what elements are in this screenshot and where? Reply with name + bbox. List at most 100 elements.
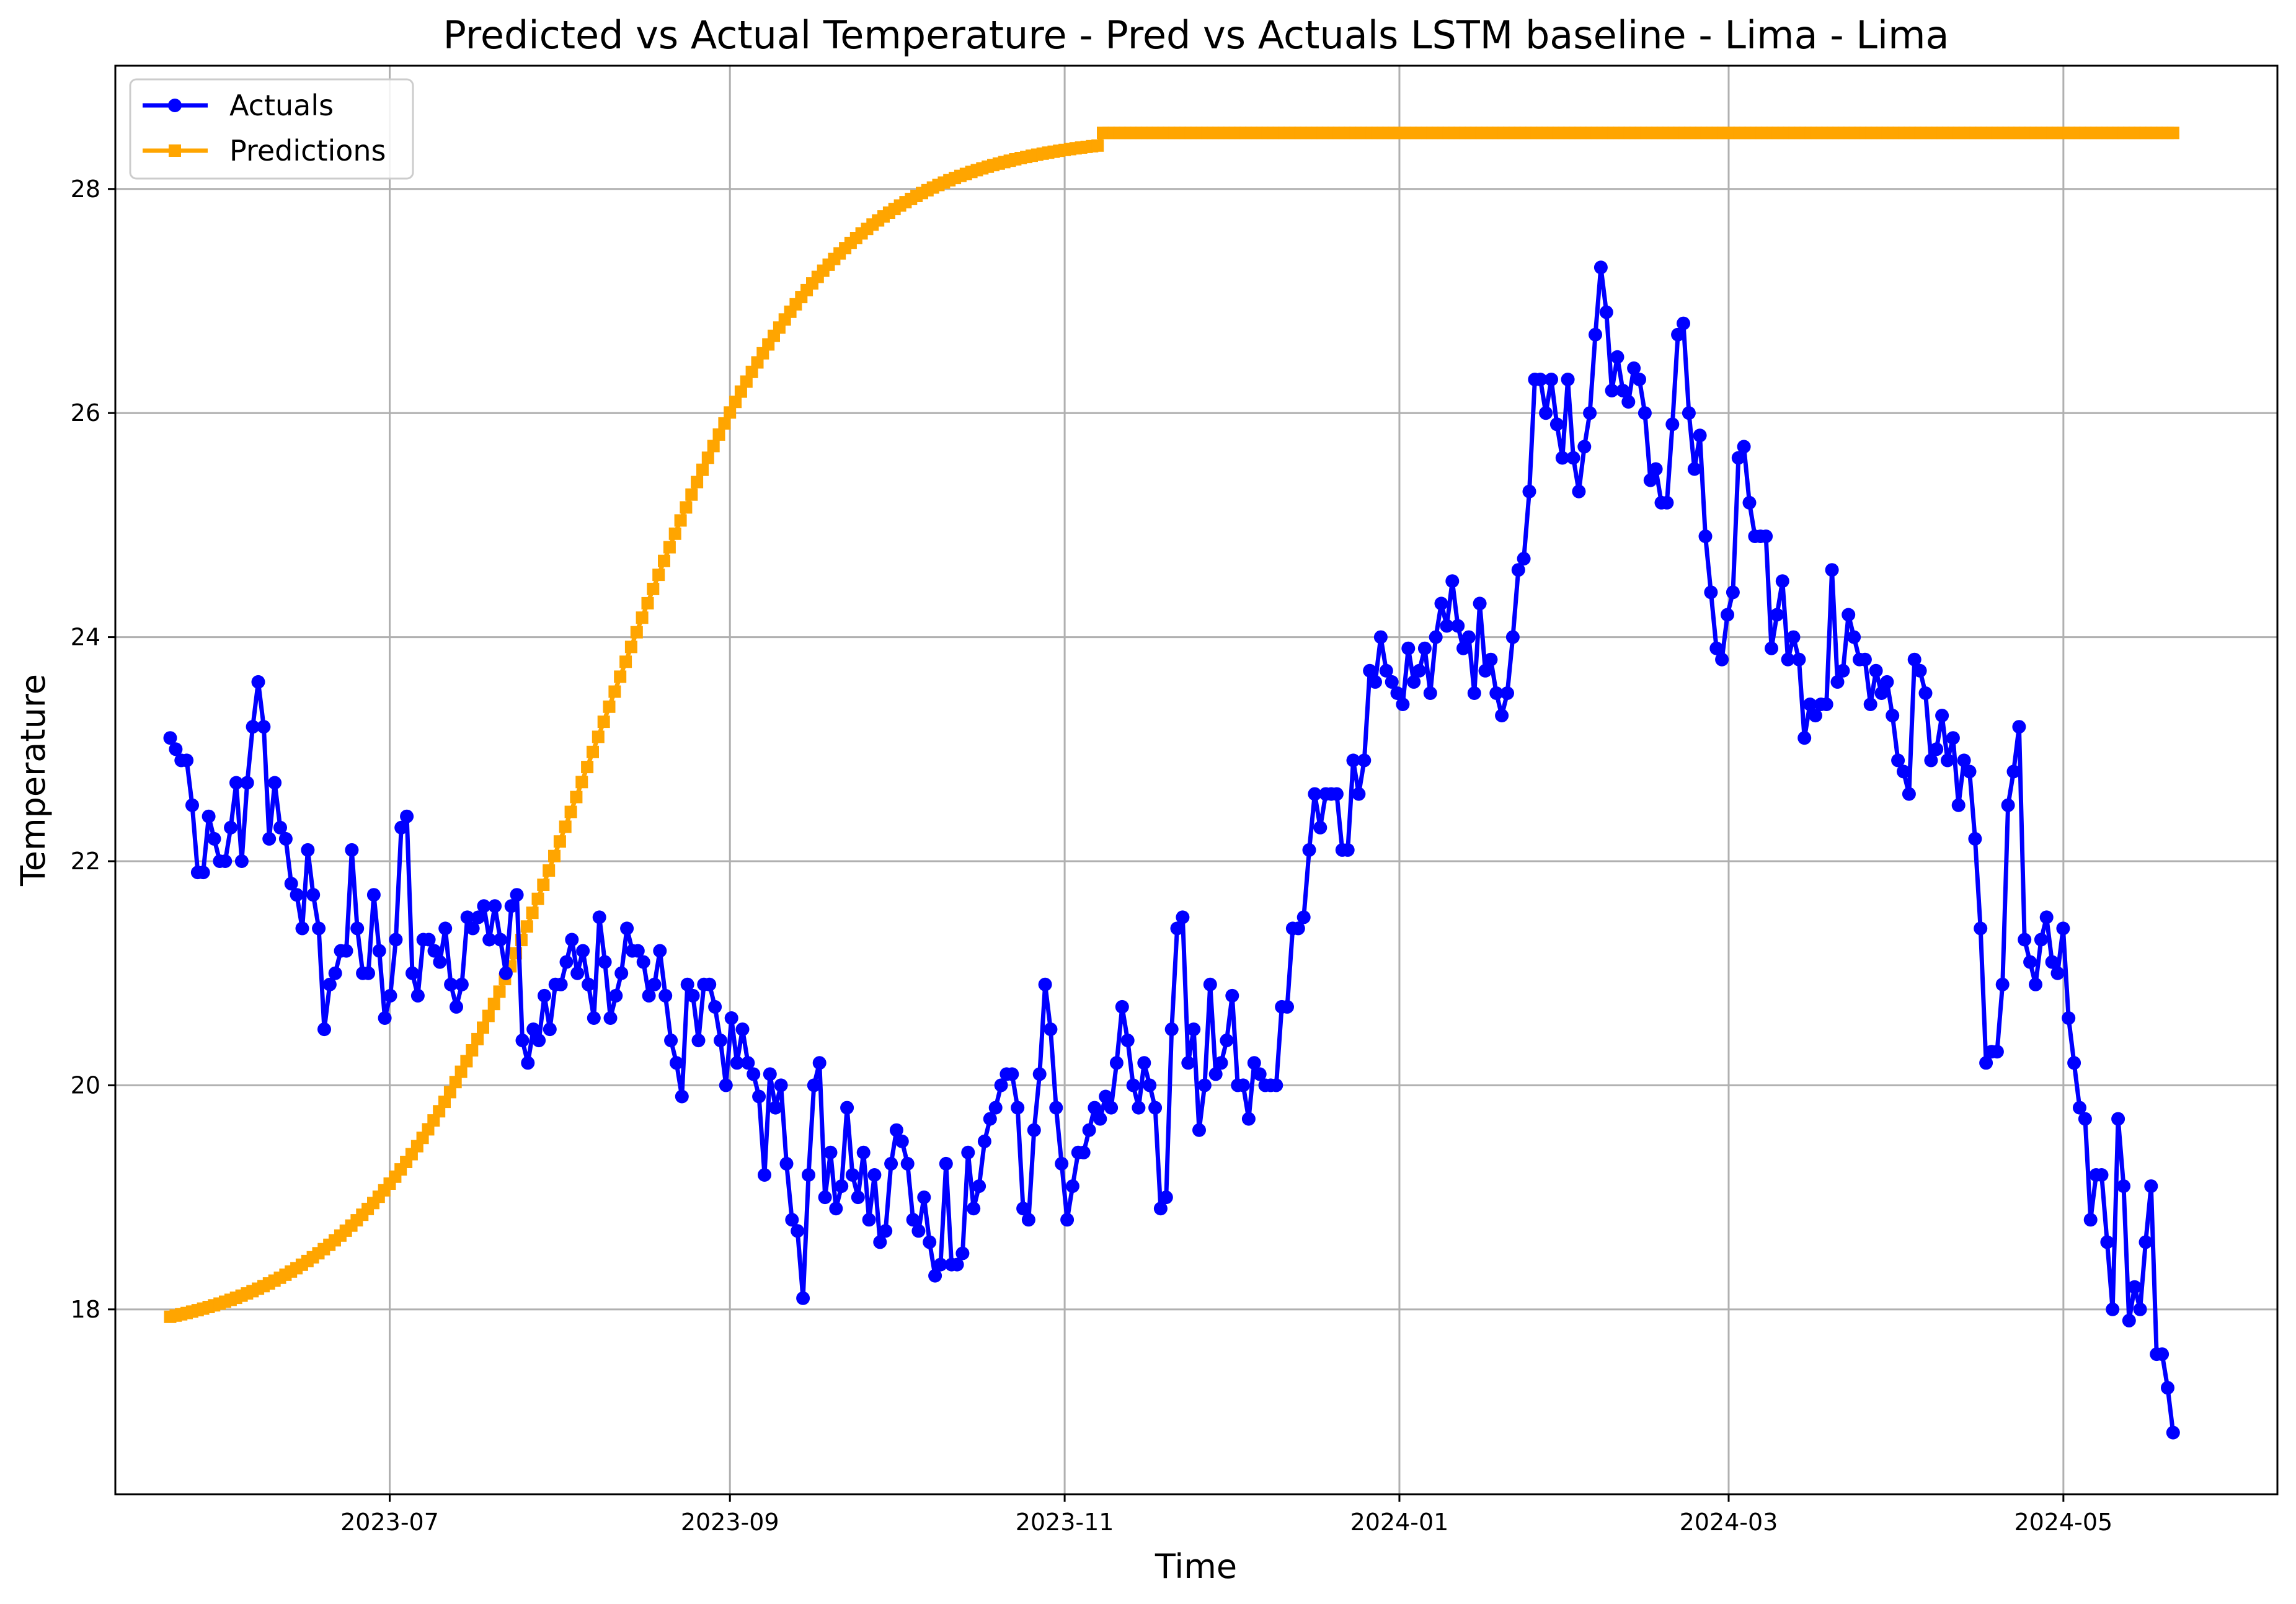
actual-point — [284, 877, 298, 891]
actual-point — [2018, 933, 2032, 947]
actual-point — [1027, 1123, 1041, 1137]
actual-point — [631, 944, 645, 958]
actual-point — [1390, 686, 1404, 700]
actual-point — [1120, 1034, 1135, 1048]
actual-point — [322, 977, 337, 991]
actual-point — [471, 910, 485, 924]
actual-point — [306, 888, 321, 902]
x-axis: 2023-07 2023-09 2023-11 2024-01 2024-03 2024-… — [340, 1494, 2112, 1536]
actual-point — [1633, 373, 1646, 386]
actual-point — [603, 1011, 618, 1025]
actual-point — [741, 1056, 755, 1070]
prediction-point — [658, 554, 670, 567]
actual-point — [422, 933, 436, 947]
actual-point — [339, 944, 353, 958]
actual-point — [2083, 1213, 2098, 1227]
actual-point — [1473, 596, 1487, 611]
x-tick-label: 2024-05 — [2014, 1509, 2112, 1536]
actual-point — [1863, 698, 1877, 711]
actual-point — [884, 1156, 898, 1171]
prediction-point — [1091, 139, 1104, 152]
prediction-point — [487, 998, 500, 1011]
actual-point — [1549, 417, 1564, 432]
actual-point — [2039, 910, 2054, 924]
actual-point — [499, 966, 513, 980]
actual-point — [1143, 1078, 1157, 1092]
actual-point — [1164, 1022, 1179, 1037]
actual-point — [2139, 1235, 2153, 1249]
actual-point — [1461, 630, 1476, 644]
actual-point — [1495, 709, 1509, 723]
actual-point — [1192, 1123, 1206, 1137]
actual-point — [1930, 742, 1944, 756]
actual-point — [1759, 529, 1773, 543]
actual-point — [559, 955, 574, 969]
actual-point — [1197, 1078, 1212, 1092]
actual-point — [1974, 921, 1988, 936]
actual-point — [1104, 1101, 1119, 1115]
actual-point — [900, 1156, 915, 1171]
actual-point — [273, 820, 287, 835]
actual-point — [1440, 619, 1454, 633]
actual-point — [257, 720, 271, 734]
actual-point — [1236, 1078, 1250, 1092]
actual-point — [653, 944, 667, 958]
actual-point — [1291, 921, 1305, 936]
prediction-point — [668, 527, 681, 540]
actual-point — [592, 910, 606, 924]
actual-point — [967, 1202, 981, 1216]
actual-point — [724, 1011, 738, 1025]
actual-point — [2100, 1235, 2114, 1249]
actual-point — [1704, 585, 1718, 600]
actual-point — [202, 809, 216, 823]
actual-point — [1665, 417, 1680, 432]
prediction-point — [526, 906, 539, 919]
actual-point — [703, 977, 717, 991]
actual-point — [1918, 686, 1933, 700]
actual-point — [2144, 1179, 2158, 1194]
series-layer — [163, 126, 2180, 1440]
actual-point — [1638, 406, 1652, 420]
prediction-point — [553, 835, 566, 848]
plot-area-frame — [114, 64, 2279, 1495]
actual-point — [933, 1257, 947, 1272]
prediction-point — [592, 730, 605, 743]
actual-point — [939, 1156, 953, 1171]
prediction-point — [438, 1096, 451, 1109]
actual-point — [1847, 630, 1861, 644]
actual-point — [1737, 440, 1751, 454]
prediction-point — [707, 440, 720, 453]
actual-point — [923, 1235, 937, 1249]
actual-point — [1825, 563, 1839, 577]
prediction-point — [443, 1086, 456, 1099]
actual-point — [862, 1213, 876, 1227]
actual-point — [1241, 1112, 1256, 1126]
actual-point — [1589, 327, 1602, 342]
actual-point — [791, 1224, 805, 1238]
actual-point — [1148, 1101, 1163, 1115]
actual-point — [972, 1179, 986, 1194]
actual-point — [1032, 1067, 1047, 1081]
actual-point — [383, 988, 397, 1003]
actual-point — [1572, 484, 1586, 498]
actual-point — [207, 831, 221, 846]
prediction-point — [537, 879, 550, 891]
prediction-point — [477, 1021, 489, 1034]
actual-point — [1968, 831, 1982, 846]
actual-point — [1187, 1022, 1201, 1037]
actual-point — [438, 921, 453, 936]
actual-point — [1621, 395, 1636, 409]
actual-point — [2029, 977, 2042, 991]
actual-point — [1577, 440, 1592, 454]
actual-point — [758, 1168, 771, 1182]
prediction-point — [597, 716, 610, 729]
actual-point — [2062, 1011, 2076, 1025]
actual-point — [350, 921, 365, 936]
actual-point — [879, 1224, 893, 1238]
actual-point — [845, 1168, 859, 1182]
prediction-point — [729, 396, 742, 409]
y-tick-label: 24 — [71, 624, 100, 651]
actual-point — [1352, 787, 1366, 801]
actual-point — [950, 1257, 964, 1272]
actual-point — [818, 1190, 832, 1205]
